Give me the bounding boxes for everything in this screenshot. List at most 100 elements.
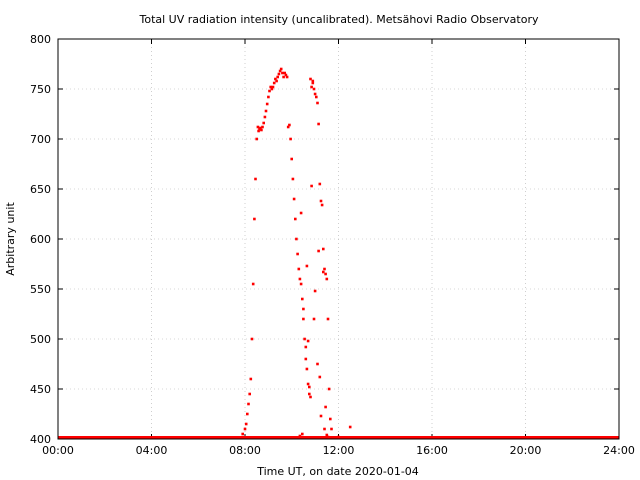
y-tick-label: 450 <box>30 383 51 396</box>
data-point <box>292 197 296 201</box>
data-point <box>306 382 310 386</box>
data-point <box>324 405 327 409</box>
x-tick-label: 04:00 <box>136 444 168 457</box>
data-point <box>295 237 298 241</box>
data-point <box>268 89 271 93</box>
y-axis-label: Arbitrary unit <box>4 202 17 276</box>
data-point <box>278 69 282 73</box>
y-tick-label: 400 <box>30 433 51 446</box>
data-point <box>330 427 333 431</box>
data-point <box>325 277 329 281</box>
data-point <box>298 434 302 438</box>
data-point <box>319 199 323 203</box>
data-point <box>302 307 305 311</box>
data-point <box>288 123 291 127</box>
data-point <box>313 289 317 293</box>
x-tick-labels: 00:00 04:00 08:00 12:00 16:00 20:00 24:00 <box>42 444 635 457</box>
data-point <box>269 85 272 89</box>
data-point <box>259 126 262 130</box>
data-point <box>323 427 326 431</box>
data-point <box>243 427 247 431</box>
data-point <box>308 392 311 396</box>
data-point <box>275 79 278 83</box>
data-point <box>279 67 283 71</box>
data-point <box>305 367 309 371</box>
data-point <box>255 137 258 141</box>
data-point <box>317 122 320 126</box>
data-point <box>250 337 254 341</box>
data-point <box>301 432 304 436</box>
data-point <box>318 182 322 186</box>
y-tick-label: 650 <box>30 183 51 196</box>
y-tick-label: 550 <box>30 283 51 296</box>
data-point <box>261 125 264 129</box>
data-point <box>319 414 323 418</box>
data-point <box>272 81 276 85</box>
data-point <box>322 247 325 251</box>
data-point <box>283 71 286 75</box>
data-point <box>253 217 256 221</box>
data-point <box>274 77 277 81</box>
data-point <box>327 387 331 391</box>
data-point <box>304 345 308 349</box>
data-point <box>308 385 311 389</box>
data-point <box>301 297 304 301</box>
data-point <box>311 79 315 83</box>
data-point <box>290 157 293 161</box>
data-point <box>277 72 281 76</box>
data-point <box>271 85 275 89</box>
data-point <box>316 101 319 105</box>
data-point <box>305 264 309 268</box>
data-point <box>316 362 319 366</box>
y-tick-label: 600 <box>30 233 51 246</box>
data-point <box>309 77 312 81</box>
data-point <box>299 282 303 286</box>
data-point <box>337 435 340 439</box>
data-point <box>299 211 303 215</box>
data-point <box>311 81 315 85</box>
data-point <box>303 337 306 341</box>
data-point <box>297 267 301 271</box>
data-point <box>270 87 274 91</box>
data-point <box>254 177 257 181</box>
data-point <box>326 435 330 439</box>
data-point <box>267 95 270 99</box>
x-axis-label: Time UT, on date 2020-01-04 <box>256 465 419 478</box>
data-point <box>256 125 260 129</box>
data-point <box>263 115 267 119</box>
data-point <box>318 375 322 379</box>
data-point <box>313 92 317 96</box>
data-point <box>306 339 310 343</box>
data-point <box>244 422 248 426</box>
x-tick-label: 24:00 <box>603 444 635 457</box>
data-point <box>286 125 290 129</box>
data-point <box>312 317 316 321</box>
data-point <box>310 184 313 188</box>
data-point <box>249 377 253 381</box>
data-point <box>284 73 288 77</box>
data-point <box>296 252 299 256</box>
y-tick-label: 800 <box>30 33 51 46</box>
data-point <box>264 109 268 113</box>
data-point <box>257 129 260 133</box>
x-tick-label: 00:00 <box>42 444 74 457</box>
data-point <box>246 412 249 416</box>
data-point <box>317 249 320 253</box>
data-point <box>248 392 251 396</box>
y-tick-labels: 400 450 500 550 600 650 700 750 800 <box>30 33 51 446</box>
data-point <box>265 102 269 106</box>
data-point <box>302 317 305 321</box>
y-tick-label: 750 <box>30 83 51 96</box>
data-point <box>294 217 297 221</box>
data-point <box>289 137 292 141</box>
data-point <box>276 75 279 79</box>
data-point <box>310 85 313 89</box>
data-point <box>262 121 265 125</box>
x-tick-label: 08:00 <box>229 444 261 457</box>
data-point <box>260 128 263 132</box>
data-point <box>281 71 284 75</box>
data-point <box>329 417 332 421</box>
data-point <box>326 317 330 321</box>
data-point <box>325 433 329 437</box>
